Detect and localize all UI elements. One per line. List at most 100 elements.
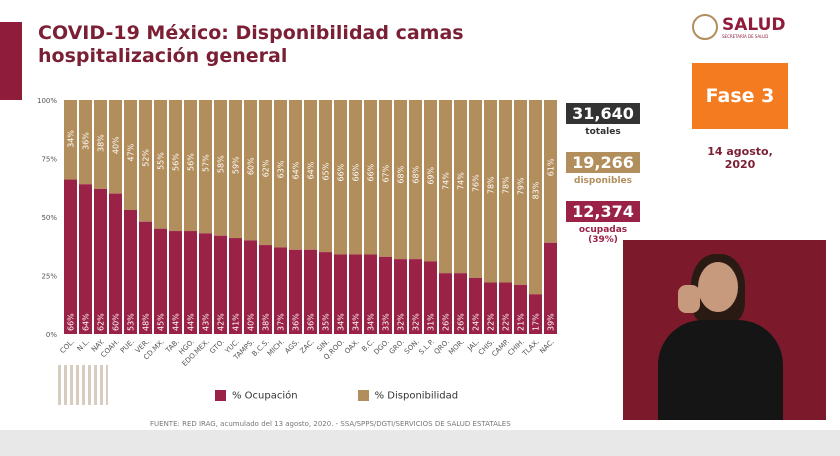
bar-occupancy <box>394 259 407 334</box>
data-label-availability: 68% <box>412 165 421 183</box>
y-tick-label: 75% <box>41 156 57 164</box>
x-tick-label: S.L.P. <box>417 338 435 356</box>
data-label-availability: 34% <box>67 130 76 148</box>
data-label-occupancy: 22% <box>487 313 496 331</box>
bar-occupancy <box>499 282 512 334</box>
bar-availability <box>154 100 167 229</box>
data-label-availability: 66% <box>352 163 361 181</box>
bar-occupancy <box>409 259 422 334</box>
bar-availability <box>544 100 557 243</box>
data-label-occupancy: 62% <box>97 313 106 331</box>
data-label-occupancy: 34% <box>352 313 361 331</box>
stat-value: 31,640 <box>566 103 640 124</box>
data-label-availability: 57% <box>202 154 211 172</box>
chart-legend: % Ocupación % Disponibilidad <box>215 390 458 402</box>
bar-availability <box>529 100 542 295</box>
salud-logo: SALUD SECRETARÍA DE SALUD <box>692 14 786 40</box>
bar-occupancy <box>244 240 257 334</box>
bar-availability <box>124 100 137 210</box>
data-label-occupancy: 26% <box>457 313 466 331</box>
legend-label: % Ocupación <box>232 390 298 402</box>
bar-occupancy <box>379 256 392 334</box>
bar-occupancy <box>304 249 317 334</box>
x-tick-label: DGO. <box>372 338 391 357</box>
bar-availability <box>379 100 392 257</box>
bar-availability <box>394 100 407 260</box>
x-tick-label: GTO. <box>208 338 226 356</box>
data-label-occupancy: 60% <box>112 313 121 331</box>
data-label-availability: 69% <box>427 166 436 184</box>
bar-occupancy <box>79 184 92 334</box>
data-label-availability: 52% <box>142 149 151 167</box>
data-label-availability: 63% <box>277 160 286 178</box>
data-label-occupancy: 34% <box>337 313 346 331</box>
data-label-availability: 47% <box>127 143 136 161</box>
data-label-occupancy: 33% <box>382 313 391 331</box>
bar-occupancy <box>484 282 497 334</box>
data-label-availability: 60% <box>247 157 256 175</box>
bar-availability <box>94 100 107 189</box>
data-label-availability: 78% <box>502 176 511 194</box>
legend-label: % Disponibilidad <box>374 390 459 402</box>
bar-availability <box>184 100 197 232</box>
data-label-occupancy: 64% <box>82 313 91 331</box>
bar-availability <box>64 100 77 180</box>
bar-occupancy <box>169 231 182 334</box>
data-label-occupancy: 37% <box>277 313 286 331</box>
data-label-occupancy: 24% <box>472 313 481 331</box>
bar-occupancy <box>349 254 362 334</box>
data-label-occupancy: 43% <box>202 313 211 331</box>
data-label-occupancy: 32% <box>412 313 421 331</box>
data-label-occupancy: 44% <box>172 313 181 331</box>
bar-chart: 0% 25% 50% 75% 100% 66% 34% COL. 64% 36% N.L. 62% 38… <box>37 97 557 368</box>
data-label-availability: 78% <box>487 176 496 194</box>
stat-available: 19,266 disponibles <box>566 152 640 186</box>
y-tick-label: 50% <box>41 214 57 222</box>
data-label-occupancy: 48% <box>142 313 151 331</box>
bar-occupancy <box>439 273 452 334</box>
bar-occupancy <box>139 221 152 334</box>
data-label-availability: 61% <box>547 158 556 176</box>
stat-label: ocupadas (39%) <box>578 225 628 245</box>
data-label-availability: 64% <box>292 161 301 179</box>
title-accent-bar <box>0 22 22 100</box>
data-label-availability: 58% <box>217 155 226 173</box>
stat-label: totales <box>585 127 621 137</box>
bar-availability <box>109 100 122 194</box>
bar-occupancy <box>469 277 482 334</box>
data-label-availability: 40% <box>112 136 121 154</box>
data-label-availability: 62% <box>262 159 271 177</box>
bar-availability <box>304 100 317 250</box>
bar-availability <box>79 100 92 185</box>
bar-availability <box>229 100 242 239</box>
data-label-availability: 66% <box>367 163 376 181</box>
data-label-availability: 68% <box>397 165 406 183</box>
data-label-availability: 38% <box>97 134 106 152</box>
x-tick-label: OAX. <box>343 338 361 356</box>
bar-availability <box>139 100 152 222</box>
y-tick-label: 0% <box>46 331 57 339</box>
y-tick-label: 100% <box>37 97 57 105</box>
data-label-occupancy: 36% <box>292 313 301 331</box>
bar-occupancy <box>334 254 347 334</box>
data-label-availability: 76% <box>472 174 481 192</box>
bar-availability <box>454 100 467 274</box>
bar-availability <box>259 100 272 246</box>
data-label-availability: 56% <box>187 153 196 171</box>
x-tick-label: ZAC. <box>299 338 316 355</box>
data-label-availability: 74% <box>442 172 451 190</box>
data-label-occupancy: 22% <box>502 313 511 331</box>
bar-availability <box>499 100 512 283</box>
bar-occupancy <box>529 294 542 334</box>
data-label-occupancy: 31% <box>427 313 436 331</box>
x-tick-label: QRO. <box>433 338 451 356</box>
y-tick-label: 25% <box>41 273 57 281</box>
x-tick-label: TLAX. <box>520 338 541 359</box>
bar-occupancy <box>289 249 302 334</box>
bar-availability <box>334 100 347 255</box>
x-tick-label: NAC. <box>538 338 556 356</box>
stat-value: 12,374 <box>566 201 640 222</box>
stat-occupied: 12,374 ocupadas (39%) <box>566 201 640 245</box>
data-label-occupancy: 34% <box>367 313 376 331</box>
bar-occupancy <box>364 254 377 334</box>
